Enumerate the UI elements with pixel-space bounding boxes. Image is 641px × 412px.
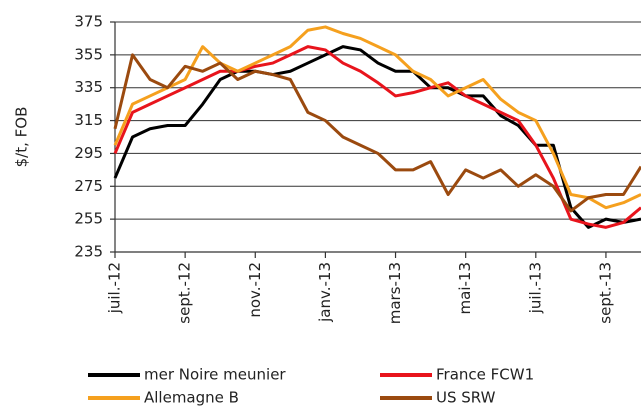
y-tick-label: 375 [74,13,103,31]
x-tick-label: juil.-13 [526,262,544,314]
y-tick-label: 255 [74,210,103,228]
y-tick-label: 235 [74,243,103,261]
series-line [113,45,641,229]
legend-label: France FCW1 [436,366,534,384]
x-tick-label: juil.-12 [106,262,124,314]
y-tick-label: 295 [74,144,103,162]
series-line [113,53,641,213]
series-line [113,25,641,210]
legend-label: mer Noire meunier [144,366,286,384]
x-tick-label: sept.-12 [176,262,194,324]
legend-label: US SRW [436,389,496,407]
x-tick-label: mars-13 [386,262,404,324]
x-tick-label: mai-13 [456,262,474,314]
series-line [113,45,641,229]
y-tick-label: 355 [74,45,103,63]
y-tick-label: 315 [74,111,103,129]
legend-label: Allemagne B [144,389,239,407]
x-tick-label: janv.-13 [316,262,334,323]
x-tick-label: nov.-12 [246,262,264,318]
y-tick-label: 275 [74,177,103,195]
x-tick-label: sept.-13 [596,262,614,324]
y-axis-label: $/t, FOB [13,107,31,168]
y-tick-label: 335 [74,78,103,96]
